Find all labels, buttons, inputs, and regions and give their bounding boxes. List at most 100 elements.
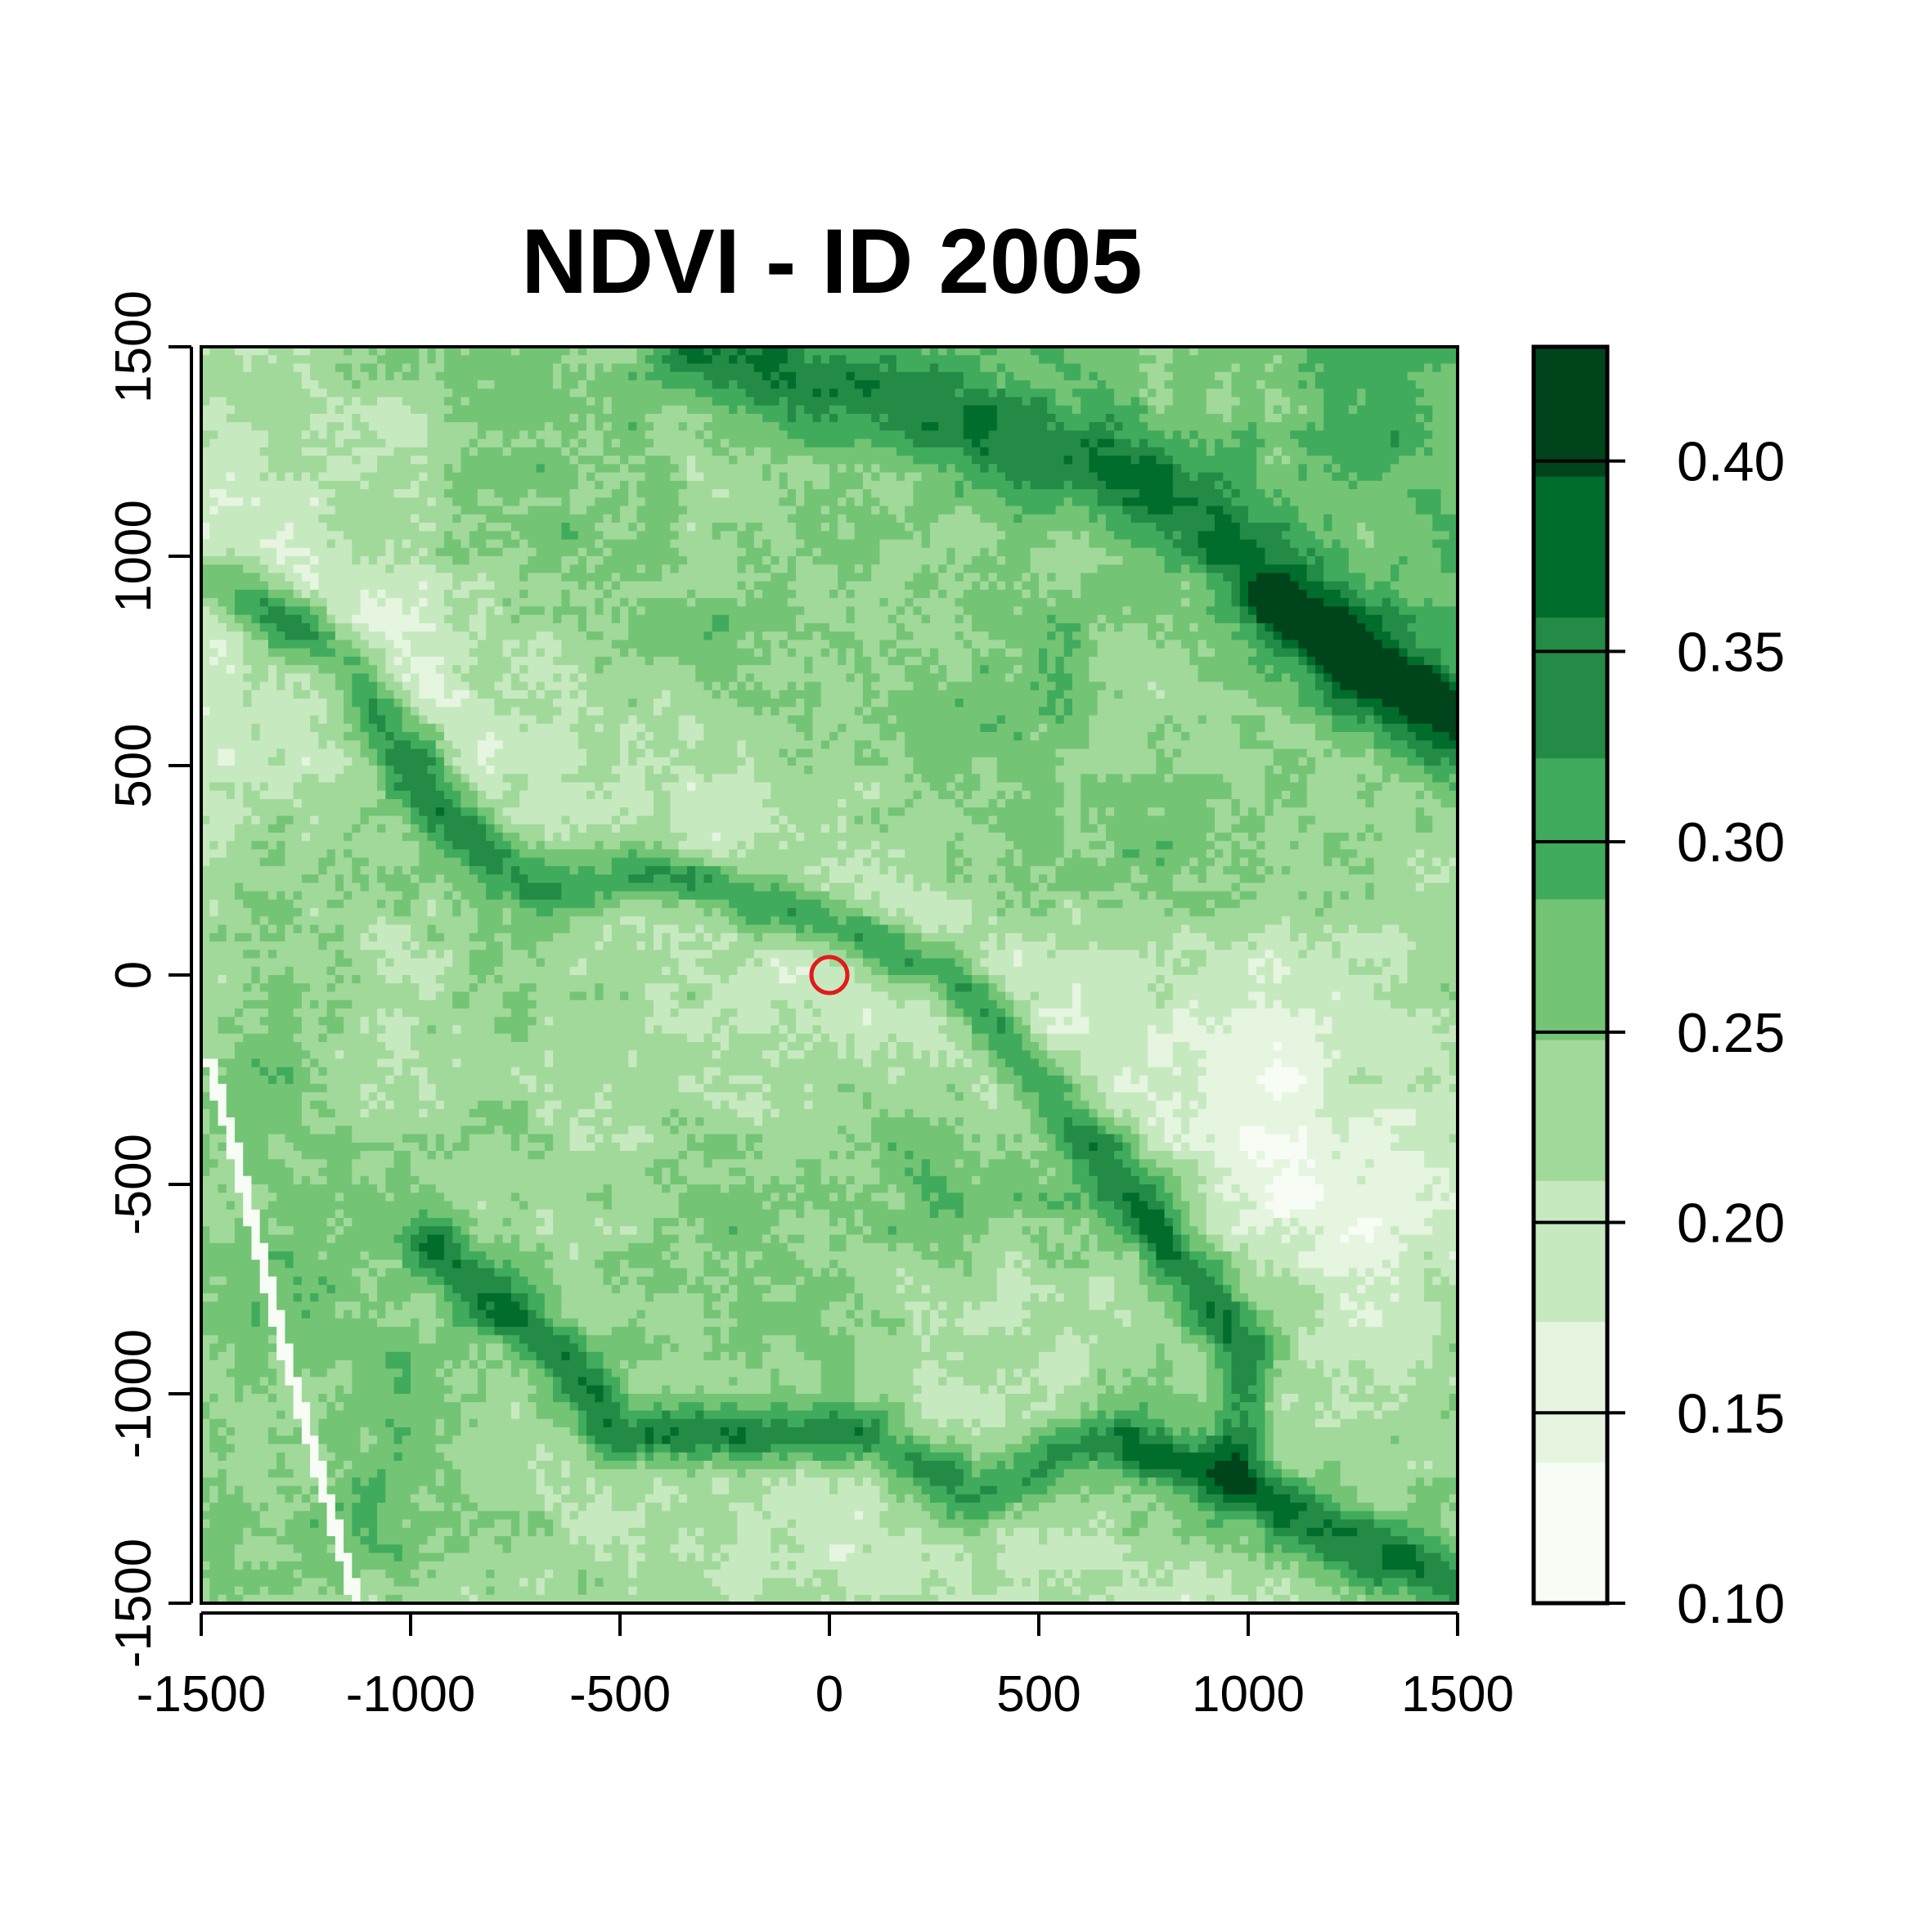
raster-cell [996,874,1006,883]
raster-cell [838,723,847,733]
raster-cell [1256,1000,1266,1009]
raster-cell [1181,640,1199,649]
raster-cell [1063,1092,1081,1102]
raster-cell [921,790,939,800]
raster-cell [1063,1193,1081,1202]
raster-cell [938,1193,964,1202]
raster-cell [1265,715,1291,725]
raster-cell [352,547,386,557]
raster-cell [1256,1201,1266,1211]
raster-cell [419,1209,429,1219]
raster-cell [536,681,546,691]
raster-cell [1265,1226,1291,1236]
raster-cell [1089,1242,1099,1252]
raster-cell [477,656,512,666]
raster-cell [963,640,973,649]
raster-cell [1130,438,1140,448]
raster-cell [335,363,353,373]
raster-cell [1273,355,1283,365]
raster-cell [820,413,830,423]
raster-cell [670,347,680,356]
raster-cell [1148,397,1174,407]
raster-cell [712,849,730,859]
raster-cell [729,1100,771,1110]
raster-cell [1072,456,1090,465]
raster-cell [854,1084,947,1093]
raster-cell [402,774,437,784]
raster-cell [411,699,437,708]
raster-cell [1265,857,1324,867]
raster-cell [1148,1167,1174,1177]
raster-cell [1081,774,1099,784]
raster-cell [1314,665,1324,674]
raster-cell [887,699,956,708]
raster-cell [812,924,889,934]
raster-cell [796,489,805,498]
raster-cell [419,983,445,993]
raster-cell [352,371,370,381]
raster-cell [419,1050,546,1059]
raster-cell [519,1075,537,1085]
raster-cell [218,1058,253,1068]
raster-cell [595,1260,621,1269]
raster-cell [368,883,386,892]
raster-cell [905,740,1090,750]
raster-cell [653,1293,704,1302]
raster-cell [1281,975,1391,984]
raster-cell [963,807,1057,817]
raster-cell [1273,1193,1324,1202]
raster-cell [293,564,311,574]
raster-cell [469,665,512,674]
raster-cell [510,1193,520,1202]
raster-cell [1231,883,1241,892]
raster-cell [251,916,261,926]
raster-cell [494,1301,520,1311]
raster-cell [1314,732,1375,741]
raster-cell [695,1234,763,1244]
raster-cell [377,916,386,926]
raster-cell [1424,1067,1433,1076]
raster-cell [929,1242,939,1252]
raster-cell [820,740,830,750]
raster-cell [812,631,822,640]
raster-cell [1197,1075,1257,1085]
raster-cell [1239,438,1266,448]
raster-cell [988,430,1115,440]
raster-cell [955,547,981,557]
raster-cell [234,1175,253,1185]
raster-cell [955,573,964,582]
raster-cell [318,924,336,934]
raster-cell [1047,656,1057,666]
raster-cell [1391,631,1417,640]
raster-cell [955,832,964,842]
raster-cell [963,480,973,490]
raster-cell [1022,1151,1031,1160]
raster-cell [344,656,362,666]
raster-cell [603,456,621,465]
raster-cell [1449,865,1458,875]
raster-cell [996,523,1107,532]
raster-cell [980,648,990,658]
raster-cell [1047,1175,1073,1185]
raster-cell [745,447,755,456]
raster-cell [838,464,847,474]
raster-cell [787,815,838,825]
raster-cell [1181,1276,1215,1286]
raster-cell [804,707,814,717]
raster-cell [411,908,429,917]
raster-cell [360,707,370,717]
raster-cell [862,958,881,968]
raster-cell [1172,472,1190,482]
raster-cell [1030,380,1099,389]
raster-cell [586,1193,613,1202]
raster-cell [963,389,990,398]
raster-cell [469,556,528,565]
raster-cell [201,1100,219,1110]
raster-cell [737,1108,763,1118]
raster-cell [469,932,495,942]
raster-cell [544,606,554,616]
raster-cell [267,1025,303,1035]
raster-cell [519,497,562,507]
raster-cell [267,950,277,959]
raster-cell [611,932,654,942]
